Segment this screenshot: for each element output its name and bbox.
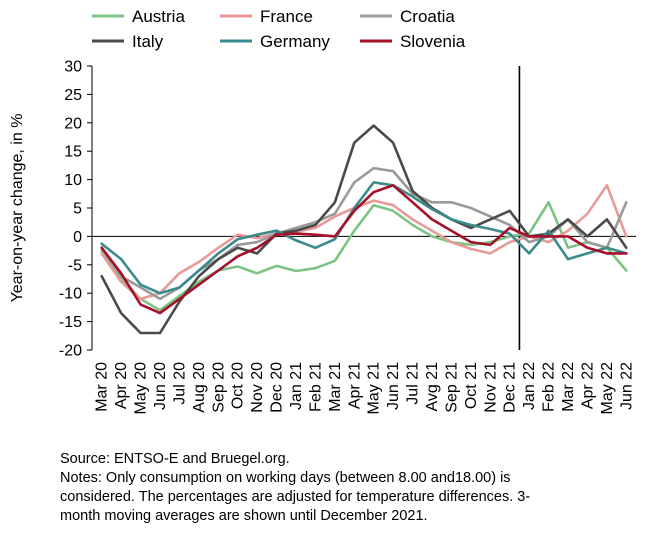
series-line-germany — [100, 181, 628, 295]
x-tick-label: Jun 22 — [618, 362, 635, 410]
x-tick-label: Feb 22 — [541, 362, 558, 412]
x-axis: Mar 20 Apr 20 May 20 Jun 20 Jul 20 Aug 20 Sep … — [92, 235, 636, 415]
y-tick-label: 5 — [73, 201, 82, 218]
source-notes: Source: ENTSO-E and Bruegel.org. Notes: … — [60, 450, 645, 526]
y-tick-label: -10 — [59, 286, 82, 303]
y-tick-label: 30 — [64, 59, 82, 76]
x-tick-label: Oct 21 — [463, 362, 480, 409]
x-tick-label: Nov 21 — [482, 362, 499, 413]
x-tick-label: Apr 21 — [346, 362, 363, 409]
y-tick-label: 15 — [64, 144, 82, 161]
legend-item-austria: Austria — [92, 7, 185, 26]
legend: Austria France Croatia Italy Germany Slovenia — [92, 7, 466, 51]
legend-label: France — [260, 7, 313, 26]
x-tick-label: Aug 20 — [191, 362, 208, 413]
x-tick-label: Sep 21 — [443, 362, 460, 413]
y-axis-label: Year-on-year change, in % — [9, 114, 26, 303]
x-tick-label: Oct 20 — [230, 362, 247, 409]
x-tick-label: Jan 22 — [521, 362, 538, 410]
y-tick-label: 25 — [64, 87, 82, 104]
x-tick-label: Jul 21 — [405, 362, 422, 405]
series-line-italy — [100, 124, 628, 335]
x-tick-label: Jun 20 — [152, 362, 169, 410]
x-tick-label: Apr 20 — [113, 362, 130, 409]
y-tick-label: -5 — [68, 257, 82, 274]
x-tick-label: Dec 21 — [502, 362, 519, 413]
x-tick-label: Nov 20 — [249, 362, 266, 413]
legend-label: Croatia — [400, 7, 455, 26]
x-tick-label: Sep 20 — [210, 362, 227, 413]
x-tick-label: May 21 — [366, 362, 383, 415]
y-tick-label: -15 — [59, 314, 82, 331]
x-tick-label: Apr 22 — [579, 362, 596, 409]
x-tick-label: Jul 20 — [171, 362, 188, 405]
legend-item-croatia: Croatia — [360, 7, 455, 26]
x-tick-label: Mar 20 — [94, 362, 111, 412]
legend-label: Austria — [132, 7, 185, 26]
x-tick-label: Jun 21 — [385, 362, 402, 410]
source-line: Source: ENTSO-E and Bruegel.org. — [60, 451, 290, 467]
notes-line: Notes: Only consumption on working days … — [60, 470, 511, 486]
series-lines — [100, 124, 628, 335]
series-line-slovenia — [100, 184, 628, 315]
legend-label: Germany — [260, 32, 330, 51]
notes-line: considered. The percentages are adjusted… — [60, 489, 531, 505]
y-tick-label: -20 — [59, 343, 82, 360]
legend-item-slovenia: Slovenia — [360, 32, 466, 51]
y-tick-label: 0 — [73, 229, 82, 246]
series-line-austria — [100, 201, 628, 312]
legend-label: Italy — [132, 32, 164, 51]
x-tick-label: Dec 20 — [269, 362, 286, 413]
y-tick-label: 20 — [64, 115, 82, 132]
notes-line: month moving averages are shown until De… — [60, 508, 428, 524]
x-tick-label: Jan 21 — [288, 362, 305, 410]
x-tick-label: Avg 21 — [424, 362, 441, 412]
legend-item-germany: Germany — [220, 32, 330, 51]
y-axis: -20 -15 -10 -5 0 5 10 15 20 25 30 — [59, 59, 93, 360]
legend-item-france: France — [220, 7, 313, 26]
y-tick-label: 10 — [64, 172, 82, 189]
x-tick-label: May 22 — [599, 362, 616, 415]
x-tick-label: Mar 21 — [327, 362, 344, 412]
line-chart: Austria France Croatia Italy Germany Slovenia… — [9, 7, 636, 415]
legend-item-italy: Italy — [92, 32, 164, 51]
x-tick-label: Feb 21 — [307, 362, 324, 412]
x-tick-label: May 20 — [133, 362, 150, 415]
x-tick-label: Mar 22 — [560, 362, 577, 412]
legend-label: Slovenia — [400, 32, 466, 51]
